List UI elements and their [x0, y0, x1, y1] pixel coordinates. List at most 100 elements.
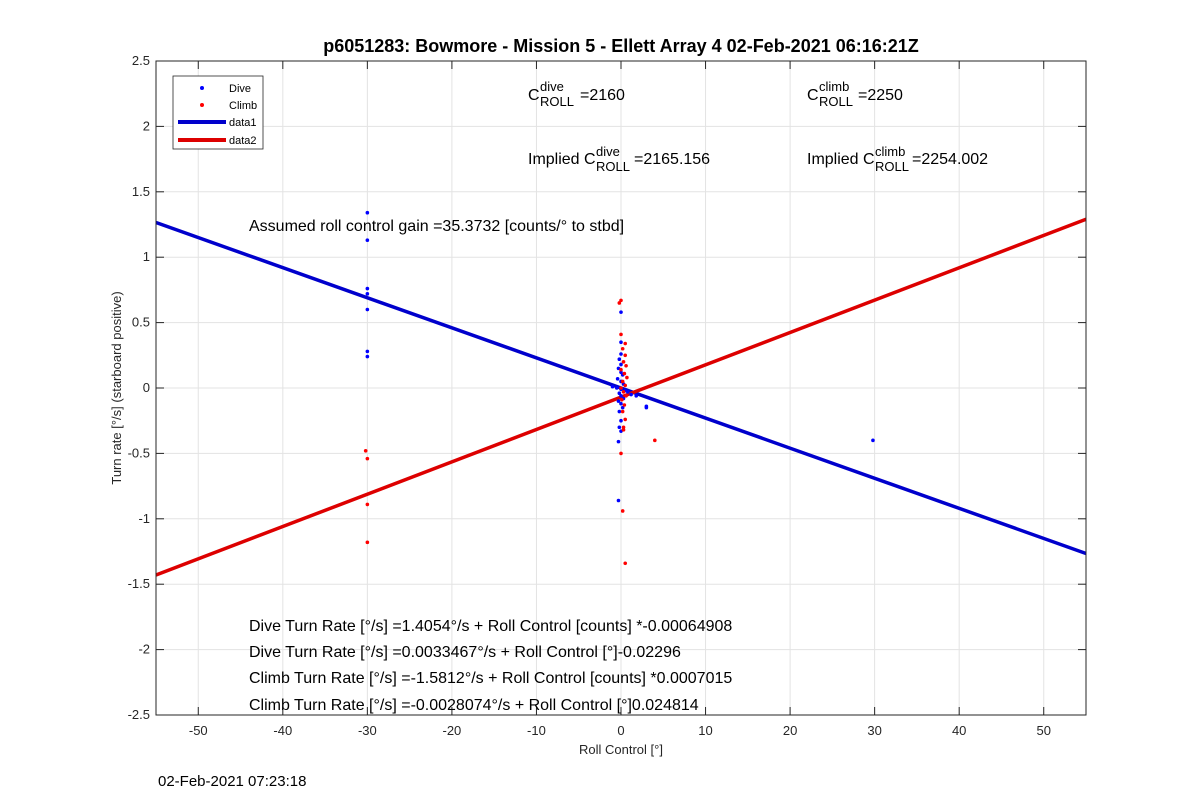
- c-climb-sub: ROLL: [819, 94, 853, 109]
- dive-point: [365, 286, 370, 291]
- dive-point: [619, 310, 623, 314]
- legend-climb-label: Climb: [229, 100, 257, 112]
- climb-point: [621, 425, 626, 430]
- legend-data1-label: data1: [229, 117, 257, 129]
- climb-point: [622, 403, 627, 407]
- climb-point: [620, 379, 625, 384]
- climb-point: [619, 451, 623, 456]
- x-tick-label: 20: [783, 723, 797, 738]
- implied-dive-sup: dive: [596, 144, 620, 159]
- climb-point: [623, 341, 628, 346]
- dive-point: [616, 399, 621, 403]
- legend-dive-label: Dive: [229, 83, 251, 95]
- legend-climb-marker: [200, 103, 204, 107]
- climb-point: [621, 428, 626, 432]
- dive-point: [616, 439, 621, 444]
- c-climb-base: C: [807, 87, 819, 104]
- dive-point: [619, 394, 623, 398]
- climb-point: [653, 438, 657, 443]
- c-dive-annotation: C dive ROLL =2160: [528, 79, 625, 109]
- implied-climb-prefix: Implied C: [807, 151, 875, 168]
- c-climb-annotation: C climb ROLL =2250: [807, 79, 903, 109]
- y-axis-label: Turn rate [°/s] (starboard positive): [109, 291, 124, 484]
- implied-climb-value: =2254.002: [912, 151, 988, 168]
- axis-ticks: -50 -40 -30 -20 -10 0 10 20 30 40 50-2.5-2-1.5-1-0…: [128, 53, 1086, 738]
- dive-point: [619, 340, 623, 345]
- dive-point: [616, 498, 621, 503]
- dive-point: [614, 386, 619, 390]
- y-tick-label: -1: [138, 511, 150, 526]
- dive-eq-degrees: Dive Turn Rate [°/s] =0.0033467°/s + Rol…: [249, 644, 681, 661]
- x-tick-label: 10: [698, 723, 712, 738]
- chart-title: p6051283: Bowmore - Mission 5 - Ellett A…: [323, 36, 919, 56]
- y-tick-label: -2.5: [128, 707, 150, 722]
- x-axis-label: Roll Control [°]: [579, 742, 663, 757]
- climb-eq-degrees: Climb Turn Rate [°/s] =-0.0028074°/s + R…: [249, 697, 699, 714]
- climb-point: [620, 509, 625, 513]
- dive-point: [365, 354, 370, 359]
- climb-point: [365, 502, 370, 507]
- x-tick-label: 0: [617, 723, 624, 738]
- dive-point: [625, 390, 630, 394]
- climb-point: [619, 386, 623, 390]
- legend-dive-marker: [200, 86, 204, 90]
- c-climb-sup: climb: [819, 79, 849, 94]
- y-tick-label: 0.5: [132, 315, 150, 330]
- dive-point: [619, 370, 623, 375]
- dive-point: [617, 391, 622, 396]
- y-tick-label: 2: [143, 118, 150, 133]
- climb-point: [625, 375, 629, 380]
- climb-eq-counts: Climb Turn Rate [°/s] =-1.5812°/s + Roll…: [249, 670, 732, 687]
- climb-point: [623, 417, 628, 422]
- x-tick-label: 50: [1036, 723, 1050, 738]
- print-timestamp: 02-Feb-2021 07:23:18: [158, 773, 307, 790]
- c-dive-sub: ROLL: [540, 94, 574, 109]
- climb-point: [365, 540, 370, 545]
- climb-point: [623, 353, 628, 358]
- climb-point: [620, 346, 625, 351]
- dive-point: [617, 425, 622, 430]
- climb-point: [619, 367, 623, 372]
- x-tick-label: -50: [189, 723, 208, 738]
- legend-data2-label: data2: [229, 135, 257, 147]
- implied-climb-annotation: Implied C climb ROLL =2254.002: [807, 144, 988, 174]
- climb-point: [622, 371, 627, 376]
- implied-dive-value: =2165.156: [634, 151, 710, 168]
- y-tick-label: 1.5: [132, 184, 150, 199]
- y-tick-label: 1: [143, 249, 150, 264]
- svg-text:C: C: [528, 87, 540, 104]
- x-tick-label: 40: [952, 723, 966, 738]
- x-tick-label: -40: [273, 723, 292, 738]
- y-tick-label: 0: [143, 380, 150, 395]
- climb-point: [619, 298, 623, 303]
- climb-point: [624, 394, 628, 398]
- x-tick-label: -30: [358, 723, 377, 738]
- dive-point: [619, 352, 623, 356]
- dive-point: [644, 405, 649, 410]
- implied-dive-sub: ROLL: [596, 159, 630, 174]
- y-tick-label: -1.5: [128, 576, 150, 591]
- c-dive-base: C: [528, 87, 540, 104]
- climb-point: [363, 448, 368, 453]
- dive-point: [634, 394, 639, 398]
- dive-point: [629, 392, 633, 397]
- climb-point: [621, 360, 626, 364]
- dive-point: [620, 405, 625, 410]
- dive-point: [617, 357, 622, 362]
- dive-point: [610, 384, 615, 389]
- implied-climb-sub: ROLL: [875, 159, 909, 174]
- climb-point: [617, 301, 622, 305]
- y-tick-label: -0.5: [128, 445, 150, 460]
- y-tick-label: -2: [138, 642, 150, 657]
- x-tick-label: -10: [527, 723, 546, 738]
- implied-climb-sup: climb: [875, 144, 905, 159]
- c-dive-sup: dive: [540, 79, 564, 94]
- climb-point: [620, 409, 625, 414]
- implied-dive-prefix: Implied C: [528, 151, 596, 168]
- dive-point: [619, 418, 623, 423]
- dive-point: [615, 377, 620, 381]
- dive-point: [365, 307, 370, 312]
- x-tick-label: -20: [443, 723, 462, 738]
- dive-point: [365, 349, 370, 354]
